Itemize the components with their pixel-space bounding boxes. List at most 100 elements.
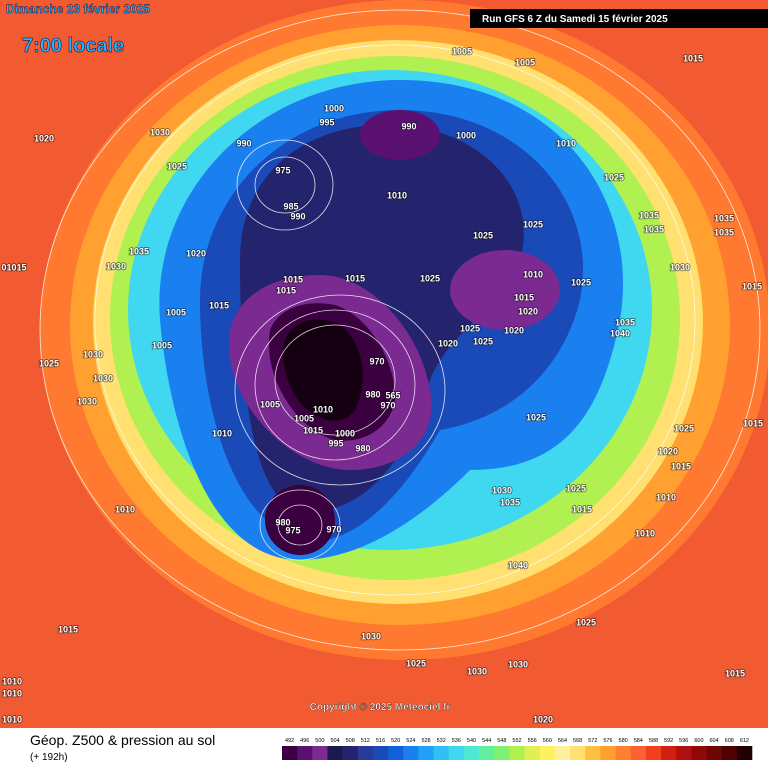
isobar-label: 1015 <box>743 418 763 428</box>
isobar-label: 980 <box>275 517 290 527</box>
scale-swatch <box>357 746 374 760</box>
isobar-label: 1010 <box>2 676 22 686</box>
scale-tick-label: 596 <box>679 738 688 744</box>
isobar-label: 1010 <box>635 528 655 538</box>
isobar-label: 1010 <box>115 504 135 514</box>
scale-swatch <box>615 746 632 760</box>
scale-tick-label: 532 <box>437 738 446 744</box>
scale-swatch <box>524 746 541 760</box>
isobar-label: 1030 <box>670 262 690 272</box>
isobar-label: 1015 <box>209 300 229 310</box>
scale-tick-label: 612 <box>740 738 749 744</box>
isobar-label: 1025 <box>526 412 546 422</box>
isobar-label: 1040 <box>508 560 528 570</box>
isobar-label: 1010 <box>523 269 543 279</box>
scale-tick-label: 524 <box>406 738 415 744</box>
isobar <box>234 294 446 486</box>
scale-tick-label: 508 <box>346 738 355 744</box>
date-label: Dimanche 23 février 2025 <box>6 2 150 16</box>
scale-swatch <box>539 746 556 760</box>
isobar-label: 1030 <box>106 261 126 271</box>
isobar <box>39 9 761 651</box>
scale-swatch <box>418 746 434 760</box>
isobar-label: 1030 <box>150 127 170 137</box>
isobar-label: 1020 <box>533 714 553 724</box>
scale-tick-label: 572 <box>588 738 597 744</box>
isobar-label: 1010 <box>212 428 232 438</box>
isobar-label: 1010 <box>556 138 576 148</box>
isobar-label: 1040 <box>610 328 630 338</box>
scale-swatch <box>706 746 722 760</box>
scale-tick-label: 552 <box>512 738 521 744</box>
scale-tick-label: 528 <box>421 738 430 744</box>
isobar-label: 1035 <box>714 213 734 223</box>
isobar <box>277 504 323 546</box>
isobar-label: 1010 <box>313 404 333 414</box>
isobar-label: 1000 <box>456 130 476 140</box>
scale-swatch <box>463 746 480 760</box>
scale-swatch <box>479 746 495 760</box>
isobar-label: 1005 <box>260 399 280 409</box>
isobar-label: 1005 <box>452 46 472 56</box>
isobar-label: 1015 <box>345 273 365 283</box>
isobar-label: 1025 <box>571 277 591 287</box>
isobar-label: 1005 <box>515 57 535 67</box>
isobar-label: 1035 <box>639 210 659 220</box>
isobar-label: 990 <box>290 211 305 221</box>
isobar-label: 1010 <box>2 688 22 698</box>
scale-swatch <box>494 746 510 760</box>
isobar-label: 1025 <box>674 423 694 433</box>
scale-swatch <box>630 746 647 760</box>
scale-tick-label: 544 <box>482 738 491 744</box>
scale-swatch <box>342 746 359 760</box>
isobar-label: 1010 <box>656 492 676 502</box>
isobar-label: 980 <box>355 443 370 453</box>
scale-tick-label: 512 <box>361 738 370 744</box>
footer-title: Géop. Z500 & pression au sol <box>30 732 215 748</box>
scale-swatch <box>388 746 404 760</box>
isobar-label: 1030 <box>77 396 97 406</box>
isobar-label: 1010 <box>2 714 22 724</box>
geopotential-field <box>0 0 768 728</box>
isobar-label: 1020 <box>518 306 538 316</box>
isobar-label: 1005 <box>166 307 186 317</box>
scale-swatch <box>509 746 525 760</box>
scale-tick-label: 500 <box>315 738 324 744</box>
isobar-label: 1025 <box>576 617 596 627</box>
isobar-label: 1020 <box>438 338 458 348</box>
isobar-label: 1015 <box>276 285 296 295</box>
isobar <box>274 324 396 436</box>
scale-tick-label: 588 <box>649 738 658 744</box>
field-purple-north <box>360 110 440 160</box>
color-scale: 492 496 500 504 508 512 516 520 524 528 532 536 540 5… <box>282 738 753 760</box>
isobar-label: 1015 <box>303 425 323 435</box>
isobar-label: 1035 <box>615 317 635 327</box>
isobar-label: 1030 <box>508 659 528 669</box>
scale-swatch <box>297 746 313 760</box>
isobar-label: 1025 <box>167 161 187 171</box>
isobar-label: 975 <box>285 525 300 535</box>
isobar-label: 970 <box>380 400 395 410</box>
scale-swatch <box>676 746 692 760</box>
scale-tick-label: 492 <box>285 738 294 744</box>
isobar-label: 1020 <box>34 133 54 143</box>
isobar-label: 970 <box>326 524 341 534</box>
field-purple-east <box>450 250 560 330</box>
isobar-label: 1030 <box>83 349 103 359</box>
isobar-label: 1025 <box>473 230 493 240</box>
isobar-label: 1025 <box>566 483 586 493</box>
scale-swatch <box>585 746 601 760</box>
scale-tick-label: 560 <box>543 738 552 744</box>
scale-swatch <box>372 746 389 760</box>
isobar-label: 1025 <box>523 219 543 229</box>
scale-swatch <box>736 746 753 760</box>
isobar-label: 1030 <box>492 485 512 495</box>
scale-swatch <box>448 746 465 760</box>
isobar <box>236 139 334 231</box>
isobar <box>94 44 696 596</box>
isobars <box>39 9 761 651</box>
scale-swatch <box>327 746 343 760</box>
